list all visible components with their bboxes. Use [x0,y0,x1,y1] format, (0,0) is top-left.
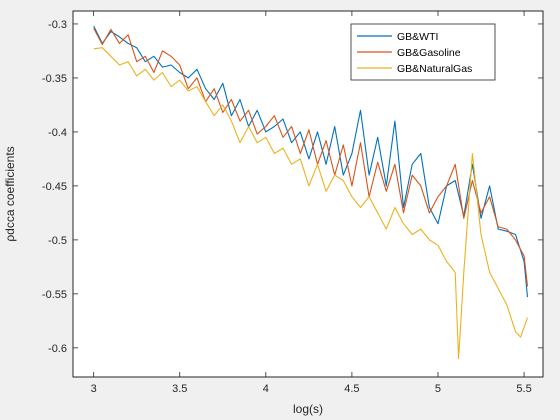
x-tick-label: 3 [91,383,97,395]
y-axis: -0.6 -0.55 -0.5 -0.45 -0.4 -0.35 -0.3 [42,19,543,355]
series-line-gb-naturalgas [93,47,529,360]
y-tick-label: -0.55 [42,289,67,301]
x-axis-label: log(s) [293,402,323,416]
x-tick-label: 3.5 [172,383,187,395]
legend-label-gb-naturalgas: GB&NaturalGas [397,63,472,75]
x-axis: 3 3.5 4 4.5 5 5.5 [91,11,532,395]
legend-label-gb-wti: GB&WTI [397,31,438,43]
series-line-gb-gasoline [93,28,529,287]
y-tick-label: -0.6 [48,343,67,355]
y-tick-label: -0.4 [48,127,67,139]
y-tick-label: -0.45 [42,181,67,193]
y-axis-label: ρdcca coefficients [3,146,17,241]
x-tick-label: 5.5 [516,383,531,395]
legend: GB&WTI GB&Gasoline GB&NaturalGas [350,23,496,81]
y-tick-label: -0.5 [48,235,67,247]
x-tick-label: 4.5 [344,383,359,395]
series-layer [93,25,529,360]
x-tick-label: 4 [263,383,269,395]
y-tick-label: -0.3 [48,19,67,31]
x-tick-label: 5 [435,383,441,395]
legend-label-gb-gasoline: GB&Gasoline [397,47,461,59]
plot-frame [72,10,544,378]
y-tick-label: -0.35 [42,73,67,85]
